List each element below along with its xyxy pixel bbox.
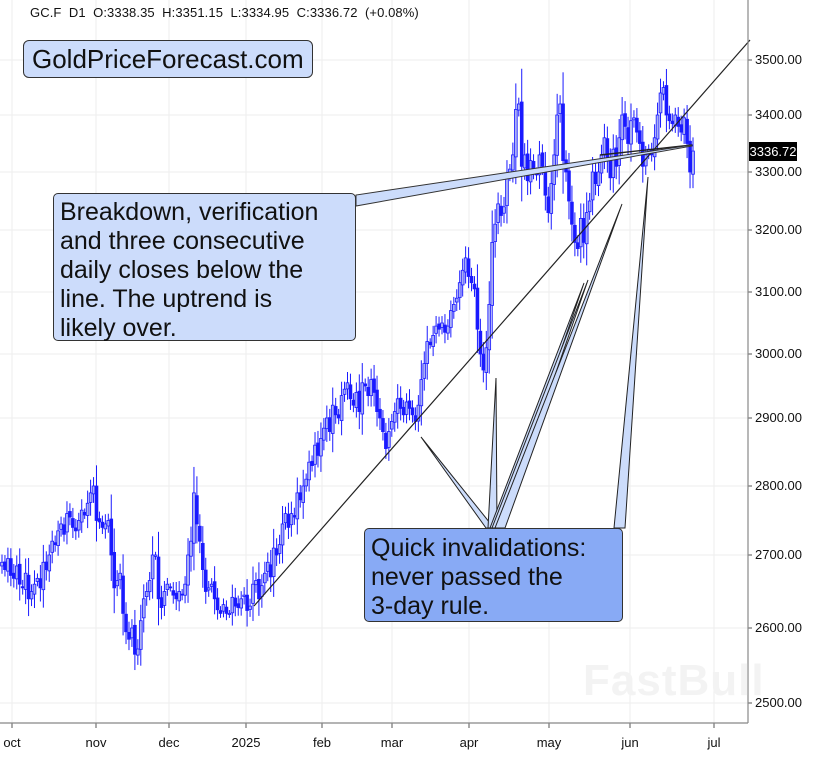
axes	[0, 0, 752, 728]
x-axis-tick-label: dec	[158, 735, 180, 750]
y-axis-tick-label: 2600.00	[755, 620, 802, 635]
y-axis-tick-label: 2700.00	[755, 547, 802, 562]
y-axis-tick-label: 3300.00	[755, 164, 802, 179]
watermark-logo: FastBull	[583, 656, 765, 705]
callout-invalidations-line: never passed the	[371, 563, 563, 591]
brand-label: GoldPriceForecast.com	[23, 40, 313, 78]
x-axis-tick-label: apr	[459, 735, 479, 750]
x-axis-tick-label: jul	[707, 735, 721, 750]
y-axis-tick-label: 3100.00	[755, 284, 802, 299]
candlestick-series	[0, 68, 695, 671]
y-axis-tick-label: 2500.00	[755, 695, 802, 710]
callout-breakdown-line: and three consecutive	[60, 227, 305, 255]
callout-invalidations-line: 3-day rule.	[371, 592, 490, 620]
y-axis-tick-label: 3000.00	[755, 346, 802, 361]
y-axis-tick-label: 3200.00	[755, 222, 802, 237]
x-axis-tick-label: nov	[85, 735, 107, 750]
x-axis-tick-label: oct	[3, 735, 21, 750]
callout-breakdown-line: line. The uptrend is	[60, 285, 273, 313]
callout-invalidations: Quick invalidations: never passed the 3-…	[364, 528, 623, 622]
x-axis-tick-label: mar	[380, 735, 404, 750]
annotation-lines	[253, 39, 751, 607]
y-axis-tick-label: 3500.00	[755, 52, 802, 67]
callout-breakdown-line: daily closes below the	[60, 256, 304, 284]
x-axis-tick-label: may	[536, 735, 562, 750]
y-axis-tick-label: 2800.00	[755, 478, 802, 493]
callout-breakdown: Breakdown, verification and three consec…	[53, 193, 356, 342]
x-axis-tick-label: feb	[312, 735, 332, 750]
x-axis-tick-label: jun	[621, 735, 639, 750]
y-axis-tick-label: 3400.00	[755, 107, 802, 122]
callout-breakdown-line: Breakdown, verification	[60, 198, 319, 226]
current-price-tag: 3336.72	[749, 142, 797, 161]
callout-breakdown-line: likely over.	[60, 314, 177, 342]
x-axis-tick-label: 2025	[231, 735, 261, 750]
ohlc-header: GC.F D1 O:3338.35 H:3351.15 L:3334.95 C:…	[30, 5, 419, 20]
callout-invalidations-line: Quick invalidations:	[371, 534, 587, 562]
y-axis-tick-label: 2900.00	[755, 410, 802, 425]
